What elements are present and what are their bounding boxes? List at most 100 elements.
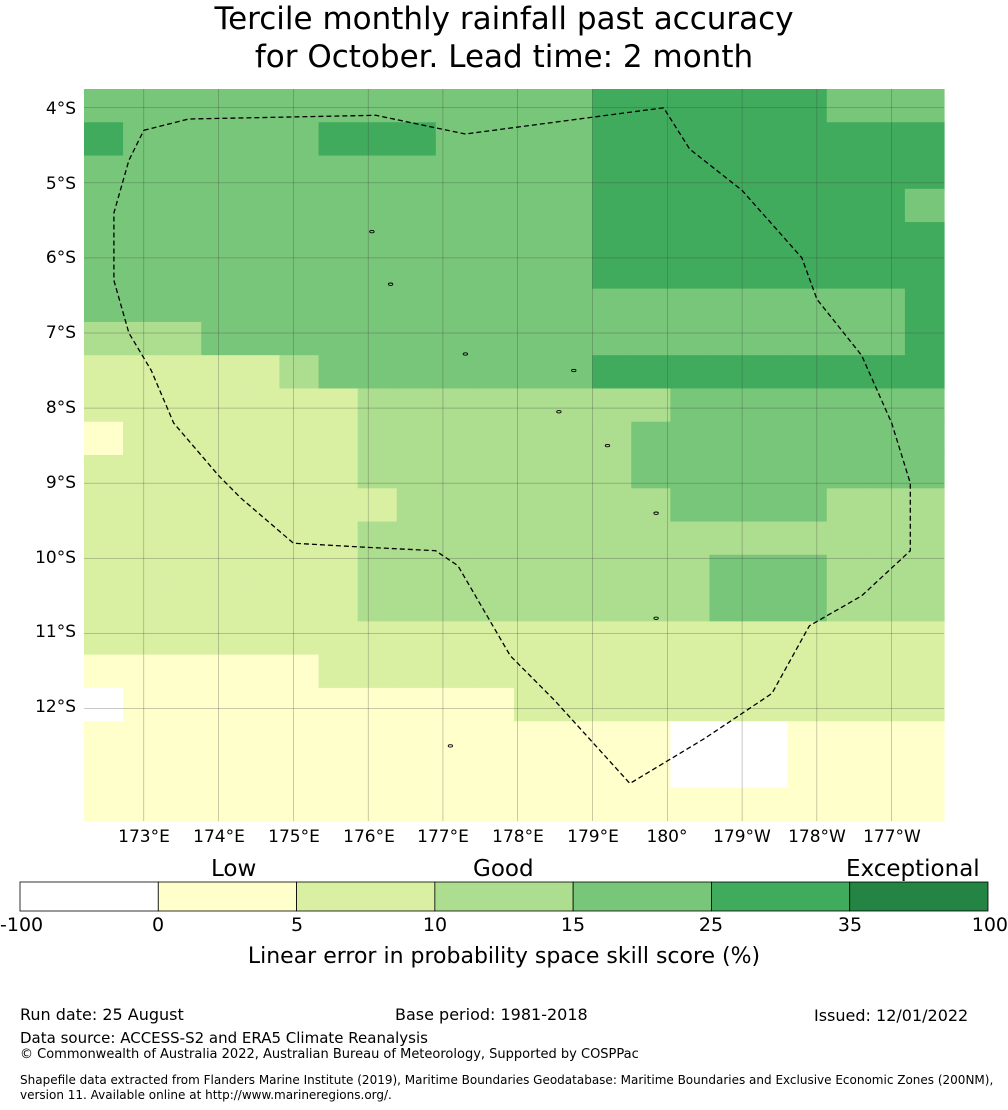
grid-cell [474, 488, 515, 523]
grid-cell [435, 122, 476, 157]
grid-cell [435, 621, 476, 656]
lon-tick: 175°E [268, 827, 320, 847]
grid-cell [279, 155, 320, 190]
grid-cell [631, 787, 671, 822]
grid-cell [201, 721, 241, 756]
grid-cell [435, 288, 476, 323]
grid-cell [514, 355, 554, 390]
grid-cell [709, 355, 750, 390]
grid-cell [709, 787, 750, 822]
grid-cell [631, 155, 671, 190]
grid-cell [201, 654, 241, 689]
grid-cell [826, 155, 867, 190]
data-source: Data source: ACCESS-S2 and ERA5 Climate … [20, 1029, 428, 1047]
grid-cell [162, 355, 202, 390]
grid-cell [357, 388, 398, 423]
shapefile-credit: Shapefile data extracted from Flanders M… [20, 1073, 994, 1087]
grid-cell [748, 588, 789, 622]
grid-cell [826, 321, 867, 356]
grid-cell [670, 355, 711, 390]
grid-cell [787, 621, 828, 656]
grid-cell [670, 588, 711, 622]
grid-cell [787, 321, 828, 356]
grid-cell [396, 488, 437, 523]
grid-cell [201, 321, 241, 356]
grid-cell [240, 488, 281, 523]
grid-cell [748, 554, 789, 589]
grid-cell [709, 654, 750, 689]
island [653, 511, 659, 515]
grid-cell [748, 255, 789, 290]
run-date: Run date: 25 August [20, 1005, 184, 1024]
grid-cell [474, 554, 515, 589]
lon-tick: 174°E [193, 827, 245, 847]
grid-cell [396, 89, 437, 123]
grid-cell [474, 321, 515, 356]
grid-cell [84, 554, 124, 589]
grid-cell [709, 421, 750, 456]
grid-cell [553, 421, 593, 456]
grid-cell [670, 421, 711, 456]
grid-cell [709, 554, 750, 589]
grid-cell [357, 787, 398, 822]
grid-cell [435, 588, 476, 622]
grid-cell [162, 388, 202, 423]
island [571, 368, 577, 373]
grid-cell [826, 588, 867, 622]
grid-cell [162, 521, 202, 556]
grid-cell [553, 222, 593, 256]
grid-cell [84, 321, 124, 356]
grid-cell [865, 288, 906, 323]
grid-cell [240, 654, 281, 689]
grid-cell [865, 321, 906, 356]
grid-cell [84, 255, 124, 290]
grid-cell [240, 787, 281, 822]
grid-cell [123, 488, 163, 523]
grid-cell [240, 421, 281, 456]
grid-cell [748, 288, 789, 323]
grid-cell [435, 455, 476, 489]
grid-cell [474, 621, 515, 656]
grid-cell [318, 455, 359, 489]
chart-title: Tercile monthly rainfall past accuracy f… [0, 0, 1008, 76]
lon-tick: 179°W [713, 827, 771, 847]
grid-cell [865, 355, 906, 390]
grid-cell [631, 122, 671, 157]
grid-cell [514, 621, 554, 656]
grid-cell [553, 455, 593, 489]
grid-cell [396, 155, 437, 190]
grid-cell [318, 554, 359, 589]
grid-cell [748, 754, 789, 789]
grid-cell [318, 621, 359, 656]
grid-cell [357, 155, 398, 190]
grid-cell [201, 188, 241, 223]
grid-cell [357, 288, 398, 323]
grid-cell [396, 388, 437, 423]
grid-cell [709, 754, 750, 789]
grid-cell [631, 455, 671, 489]
grid-cell [904, 687, 945, 722]
grid-cell [240, 554, 281, 589]
grid-cell [553, 122, 593, 157]
grid-cell [709, 222, 750, 256]
grid-cell [904, 222, 945, 256]
grid-cell [514, 255, 554, 290]
grid-cell [84, 687, 124, 722]
grid-cell [240, 621, 281, 656]
grid-cell [435, 255, 476, 290]
grid-cell [279, 421, 320, 456]
grid-cell [474, 222, 515, 256]
grid-cell [357, 654, 398, 689]
grid-cell [318, 588, 359, 622]
grid-cell [123, 288, 163, 323]
grid-cell [435, 554, 476, 589]
grid-cell [396, 754, 437, 789]
colorbar-tick: 25 [698, 914, 724, 936]
grid-cell [826, 488, 867, 523]
grid-cell [162, 721, 202, 756]
grid-cell [514, 388, 554, 423]
grid-cell [162, 188, 202, 223]
grid-cell [865, 721, 906, 756]
grid-cell [162, 255, 202, 290]
